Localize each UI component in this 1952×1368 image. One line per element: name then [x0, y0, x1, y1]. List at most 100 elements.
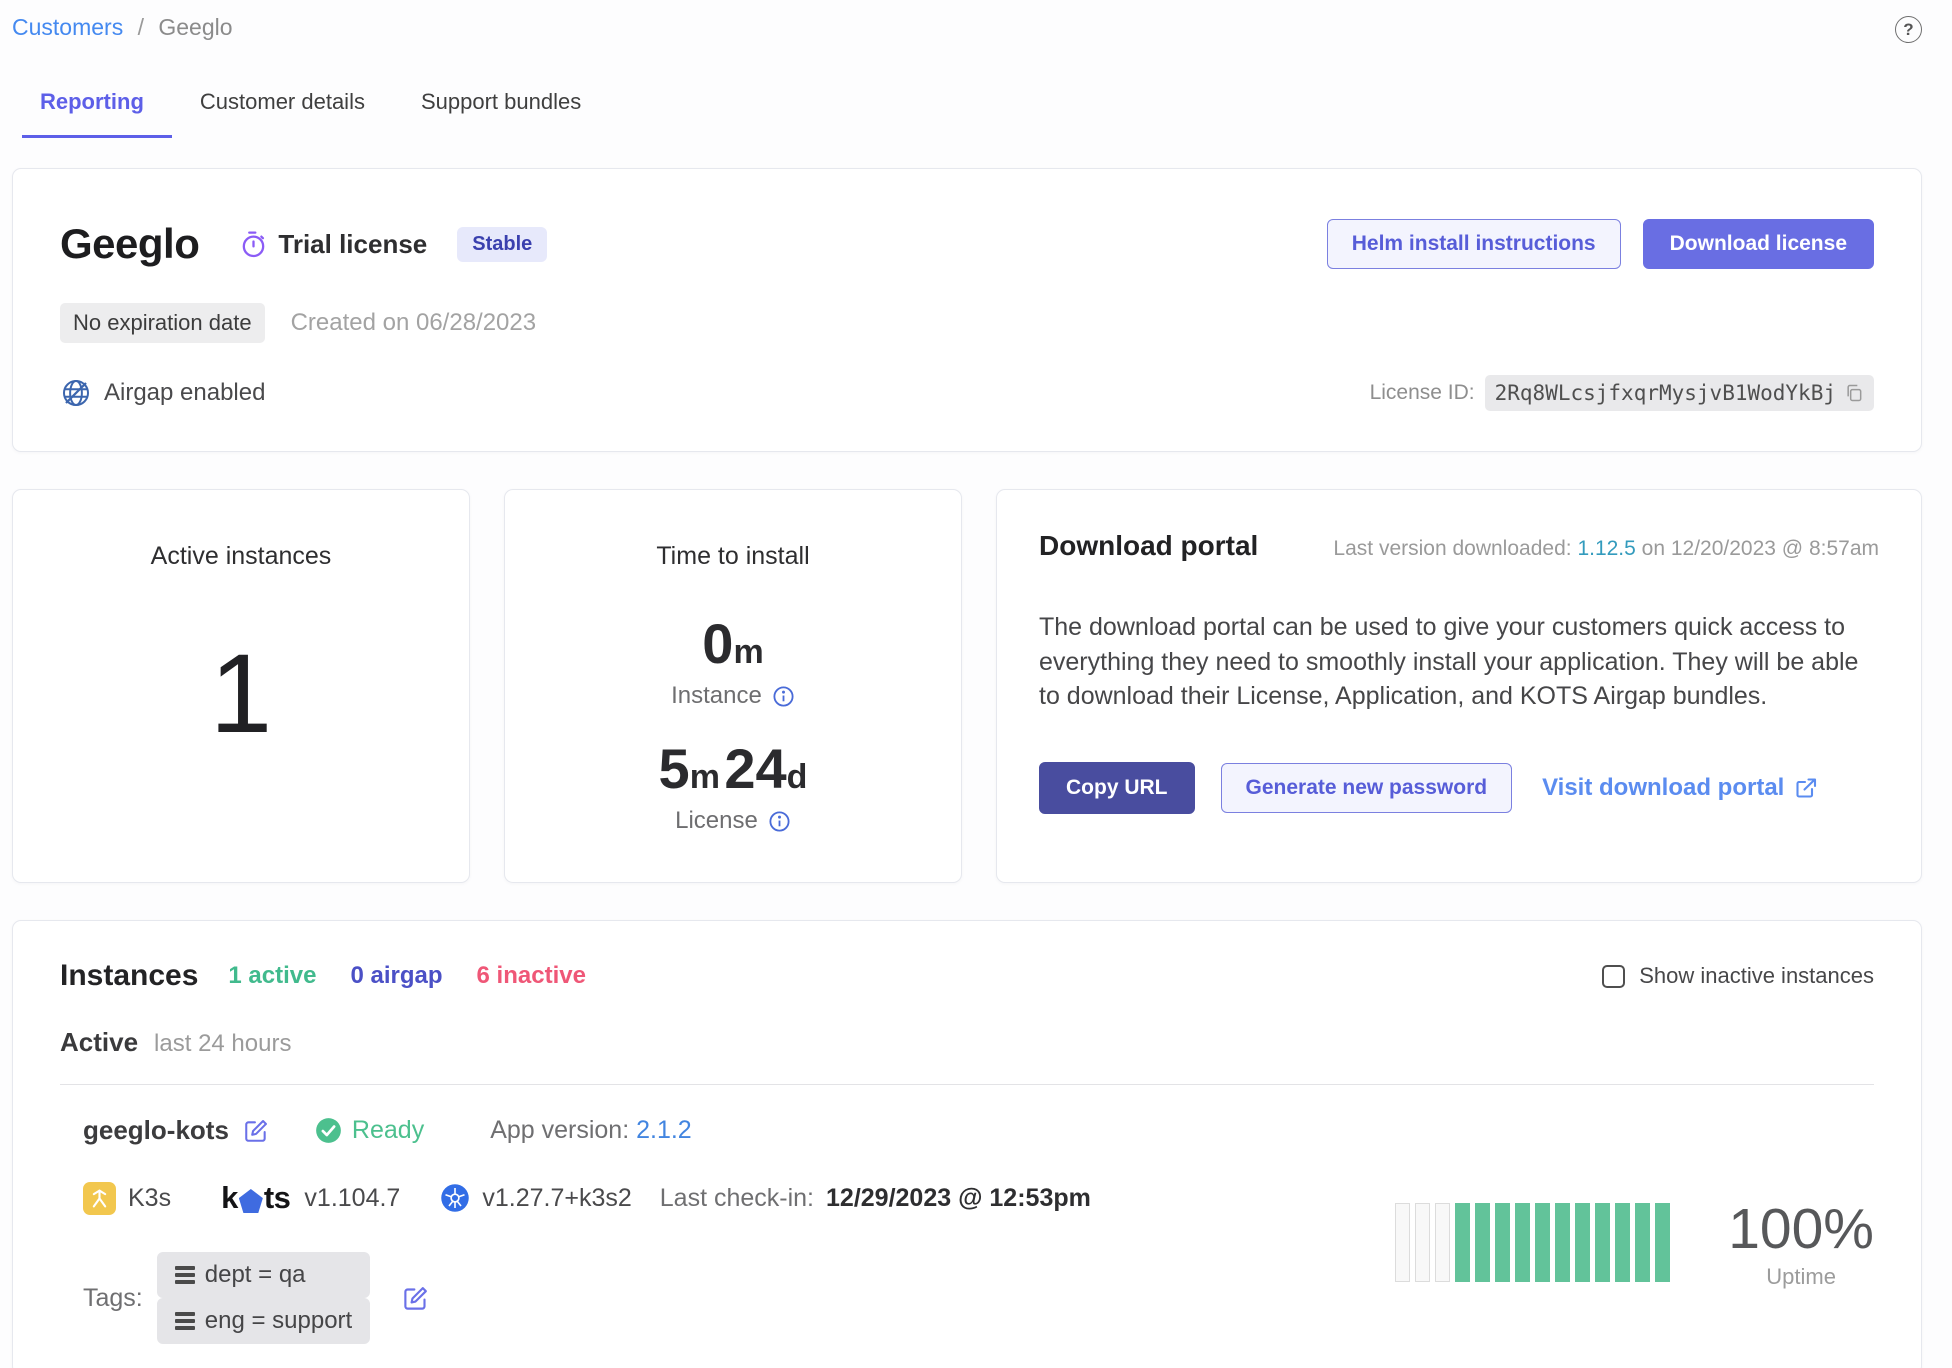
info-icon[interactable] [772, 685, 795, 708]
last-checkin-label: Last check-in: [659, 1183, 815, 1212]
tag-text: eng = support [204, 1307, 353, 1334]
active-instances-card: Active instances 1 [12, 489, 470, 883]
time-to-install-card: Time to install 0m Instance 5m 24d Licen… [504, 489, 962, 883]
license-time-value-2: 24 [724, 737, 787, 800]
active-instances-title: Active instances [150, 542, 332, 570]
license-type: Trial license [239, 229, 427, 260]
active-group-header: Active last 24 hours [60, 1027, 1874, 1058]
kots-version: v1.104.7 [304, 1183, 401, 1212]
tab-customer-details[interactable]: Customer details [199, 89, 365, 114]
visit-download-portal-label: Visit download portal [1542, 773, 1785, 801]
generate-new-password-button[interactable]: Generate new password [1220, 762, 1513, 813]
active-instances-value: 1 [209, 631, 273, 756]
tag-icon [174, 1266, 195, 1284]
active-group-subtitle: last 24 hours [154, 1030, 292, 1057]
tag-list: dept = qa eng = support [156, 1252, 388, 1344]
tag-icon [174, 1312, 195, 1330]
license-time-value-1: 5 [658, 737, 690, 800]
tab-support-bundles[interactable]: Support bundles [420, 89, 582, 114]
tag-text: dept = qa [204, 1261, 306, 1288]
breadcrumb-separator: / [137, 14, 144, 40]
uptime-bar-filled [1615, 1203, 1631, 1282]
count-inactive[interactable]: 6 inactive [476, 962, 586, 989]
visit-download-portal-link[interactable]: Visit download portal [1542, 774, 1818, 802]
show-inactive-toggle[interactable]: Show inactive instances [1602, 963, 1874, 989]
kots-logo: k ts [221, 1180, 291, 1216]
download-portal-actions: Copy URL Generate new password Visit dow… [1039, 761, 1879, 814]
expiration-badge: No expiration date [60, 303, 265, 343]
uptime-bar-chart [1395, 1203, 1671, 1282]
topbar: Customers / Geeglo ? [12, 14, 1922, 43]
airgap-enabled-label: Airgap enabled [104, 379, 266, 406]
uptime-bar-empty [1395, 1203, 1411, 1282]
app-version-link[interactable]: 2.1.2 [636, 1116, 692, 1144]
customer-name: Geeglo [60, 220, 200, 267]
license-meta-row: No expiration date Created on 06/28/2023 [60, 303, 1874, 343]
helm-install-instructions-button[interactable]: Helm install instructions [1326, 219, 1621, 269]
instance-tags-row: Tags: dept = qa eng = support [83, 1252, 1395, 1344]
instance-counts: 1 active 0 airgap 6 inactive [228, 962, 620, 990]
instances-header: Instances 1 active 0 airgap 6 inactive Sho… [60, 959, 1874, 993]
show-inactive-label: Show inactive instances [1639, 963, 1874, 988]
tab-reporting[interactable]: Reporting [22, 89, 172, 138]
copy-url-button[interactable]: Copy URL [1039, 761, 1195, 814]
instances-card: Instances 1 active 0 airgap 6 inactive Sho… [12, 920, 1922, 1368]
help-icon[interactable]: ? [1895, 16, 1922, 43]
tag-badge: eng = support [156, 1298, 371, 1344]
breadcrumb: Customers / Geeglo [12, 14, 233, 41]
tab-bar: Reporting Customer details Support bundles [12, 89, 1922, 138]
uptime-bar-filled [1575, 1203, 1591, 1282]
license-time-unit-2: d [786, 758, 808, 796]
instance-details: geeglo-kots Ready [60, 1115, 1395, 1344]
license-id-label: License ID: [1369, 381, 1475, 404]
download-license-button[interactable]: Download license [1642, 219, 1874, 269]
instance-name-row: geeglo-kots Ready [83, 1115, 1395, 1146]
kots-logo-post: ts [263, 1180, 291, 1215]
license-time-unit-1: m [689, 758, 720, 796]
count-airgap[interactable]: 0 airgap [350, 962, 443, 989]
license-card-header-row: Geeglo Trial license Stable Helm install… [60, 219, 1874, 269]
edit-name-icon[interactable] [243, 1118, 269, 1144]
license-time-label-row: License [675, 807, 791, 835]
license-id-wrap: License ID: 2Rq8WLcsjfxqrMysjvB1WodYkBj [1370, 375, 1874, 411]
ready-check-icon [316, 1118, 341, 1143]
uptime-label: Uptime [1766, 1263, 1836, 1289]
copy-icon[interactable] [1844, 383, 1864, 403]
download-portal-title: Download portal [1039, 530, 1259, 561]
last-version-prefix: Last version downloaded: [1333, 537, 1572, 560]
uptime-stat: 100% Uptime [1728, 1196, 1874, 1290]
instance-versions-row: K3s k ts v1.104.7 [83, 1180, 1395, 1216]
k3s-icon [83, 1181, 116, 1215]
cards-row: Active instances 1 Time to install 0m In… [12, 489, 1922, 883]
kubernetes-icon [440, 1183, 470, 1213]
download-portal-header: Download portal Last version downloaded:… [1039, 530, 1879, 562]
instance-uptime: 100% Uptime [1395, 1115, 1874, 1344]
divider [60, 1084, 1874, 1085]
breadcrumb-current: Geeglo [158, 14, 233, 40]
uptime-bar-filled [1475, 1203, 1491, 1282]
info-icon[interactable] [768, 810, 791, 833]
license-id-value: 2Rq8WLcsjfxqrMysjvB1WodYkBj [1494, 381, 1836, 405]
instance-install-time: 0m [702, 611, 763, 676]
channel-badge: Stable [457, 226, 548, 262]
uptime-bar-filled [1555, 1203, 1571, 1282]
tag-badge: dept = qa [156, 1252, 371, 1298]
instance-status-label: Ready [351, 1116, 425, 1144]
instance-time-label: Instance [671, 682, 762, 709]
created-date-text: Created on 06/28/2023 [290, 309, 537, 336]
uptime-bar-filled [1655, 1203, 1671, 1282]
uptime-percent: 100% [1728, 1196, 1874, 1261]
last-version-link[interactable]: 1.12.5 [1577, 537, 1636, 560]
tags-label: Tags: [83, 1283, 143, 1312]
trial-timer-icon [239, 230, 268, 259]
license-type-label: Trial license [278, 228, 428, 259]
last-version-downloaded: Last version downloaded: 1.12.5 on 12/20… [1333, 537, 1879, 561]
show-inactive-checkbox[interactable] [1602, 964, 1626, 988]
count-active[interactable]: 1 active [228, 962, 317, 989]
edit-tags-icon[interactable] [402, 1285, 429, 1312]
instance-row: geeglo-kots Ready [60, 1115, 1874, 1344]
instance-time-unit: m [733, 633, 764, 671]
breadcrumb-customers-link[interactable]: Customers [12, 14, 124, 40]
distribution-label: K3s [128, 1183, 172, 1212]
license-time-label: License [675, 807, 758, 834]
